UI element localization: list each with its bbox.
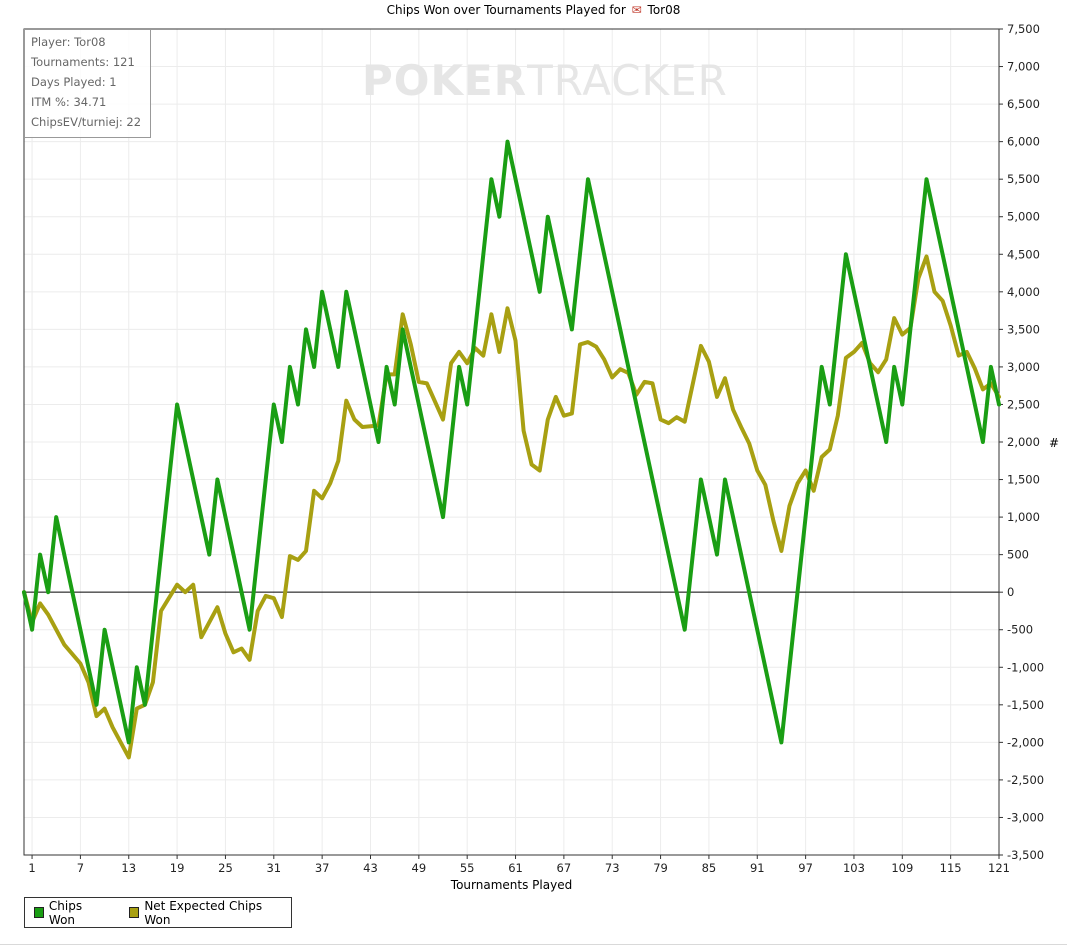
legend-label-net-expected: Net Expected Chips Won <box>144 898 263 927</box>
legend: Chips Won Net Expected Chips Won <box>24 897 292 928</box>
y-tick-label: 2,500 <box>1007 397 1040 411</box>
legend-swatch-chips-won <box>34 907 44 918</box>
x-tick-label: 49 <box>412 861 427 875</box>
legend-item-net-expected[interactable]: Net Expected Chips Won <box>129 899 275 927</box>
y-axis-label: # <box>1049 436 1060 450</box>
x-tick-label: 115 <box>940 861 962 875</box>
y-tick-label: 3,500 <box>1007 322 1040 336</box>
x-tick-label: 79 <box>653 861 668 875</box>
stats-tournaments: Tournaments: 121 <box>31 55 135 69</box>
y-tick-label: -500 <box>1007 623 1033 637</box>
y-tick-label: 1,500 <box>1007 473 1040 487</box>
legend-swatch-net-expected <box>129 907 140 918</box>
stats-player: Player: Tor08 <box>31 35 106 49</box>
x-tick-label: 55 <box>460 861 475 875</box>
y-tick-label: -3,000 <box>1007 810 1044 824</box>
y-tick-label: 3,000 <box>1007 360 1040 374</box>
y-tick-label: 0 <box>1007 585 1014 599</box>
x-tick-label: 1 <box>28 861 35 875</box>
y-tick-label: 7,000 <box>1007 60 1040 74</box>
y-tick-label: 6,500 <box>1007 97 1040 111</box>
x-tick-label: 7 <box>77 861 84 875</box>
y-tick-label: -1,500 <box>1007 698 1044 712</box>
series-line-chips-won <box>22 139 1001 745</box>
chart-title-player: Tor08 <box>647 3 681 17</box>
y-tick-label: 1,000 <box>1007 510 1040 524</box>
y-tick-label: 7,500 <box>1007 22 1040 36</box>
stats-days-played: Days Played: 1 <box>31 75 117 89</box>
x-tick-label: 31 <box>266 861 281 875</box>
player-note-icon: ✉ <box>631 3 642 17</box>
legend-item-chips-won[interactable]: Chips Won <box>34 899 104 927</box>
stats-box: Player: Tor08 Tournaments: 121 Days Play… <box>24 29 151 138</box>
x-tick-label: 25 <box>218 861 233 875</box>
x-axis-label: Tournaments Played <box>450 878 573 892</box>
y-tick-label: 2,000 <box>1007 435 1040 449</box>
chart-title: Chips Won over Tournaments Played for ✉ … <box>0 3 1067 17</box>
plot-border <box>23 28 1000 856</box>
y-tick-label: 5,000 <box>1007 210 1040 224</box>
x-tick-label: 43 <box>363 861 378 875</box>
y-tick-label: -1,000 <box>1007 660 1044 674</box>
y-tick-label: 6,000 <box>1007 135 1040 149</box>
pokertracker-watermark: POKERTRACKER <box>362 56 728 105</box>
stats-itm: ITM %: 34.71 <box>31 95 107 109</box>
x-tick-label: 73 <box>605 861 620 875</box>
y-tick-label: 4,500 <box>1007 247 1040 261</box>
x-tick-label: 13 <box>121 861 136 875</box>
bottom-divider <box>0 944 1067 945</box>
x-tick-label: 61 <box>508 861 523 875</box>
x-tick-label: 103 <box>843 861 865 875</box>
y-tick-label: 4,000 <box>1007 285 1040 299</box>
legend-label-chips-won: Chips Won <box>48 898 83 927</box>
x-tick-label: 91 <box>750 861 765 875</box>
series-line-net-expected-chips-won <box>22 254 1001 760</box>
y-tick-label: -2,500 <box>1007 773 1044 787</box>
y-tick-label: 500 <box>1007 548 1029 562</box>
x-tick-label: 109 <box>891 861 913 875</box>
x-tick-label: 121 <box>988 861 1010 875</box>
chart-title-text: Chips Won over Tournaments Played for <box>386 3 626 17</box>
x-tick-label: 37 <box>315 861 330 875</box>
y-tick-label: 5,500 <box>1007 172 1040 186</box>
x-tick-label: 97 <box>798 861 813 875</box>
y-tick-label: -3,500 <box>1007 848 1044 862</box>
y-tick-label: -2,000 <box>1007 735 1044 749</box>
x-tick-label: 19 <box>170 861 185 875</box>
x-tick-label: 67 <box>557 861 572 875</box>
stats-chipsev: ChipsEV/turniej: 22 <box>31 115 142 129</box>
x-tick-label: 85 <box>702 861 717 875</box>
